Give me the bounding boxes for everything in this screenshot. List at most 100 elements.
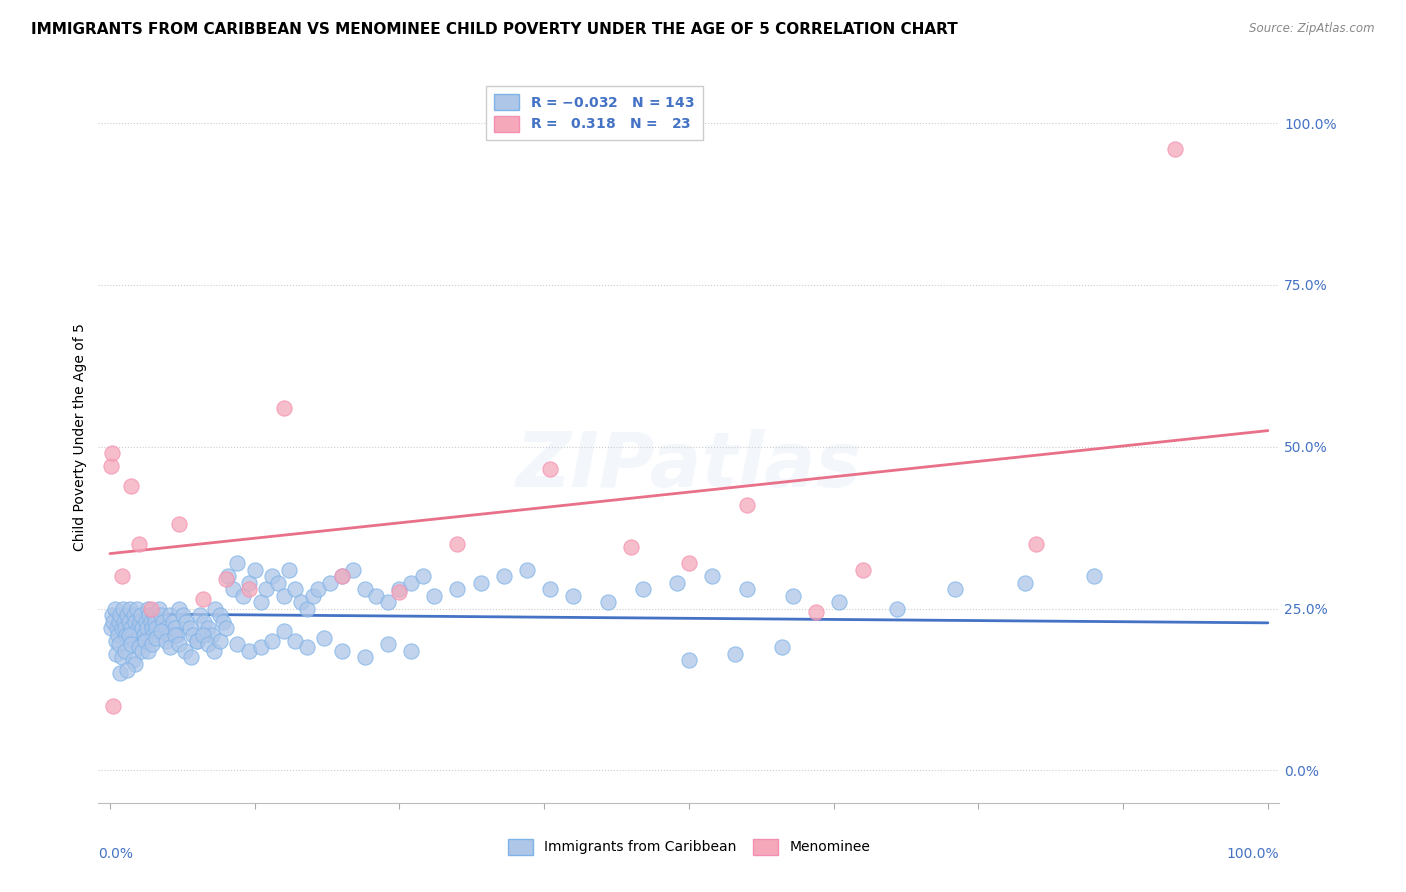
Point — [295, 640, 318, 655]
Point — [243, 563, 266, 577]
Point — [142, 627, 165, 641]
Point — [176, 615, 198, 629]
Point — [254, 582, 277, 597]
Point — [284, 634, 307, 648]
Point — [108, 615, 131, 629]
Point — [262, 634, 284, 648]
Point — [596, 595, 619, 609]
Point — [278, 563, 301, 577]
Point — [131, 621, 153, 635]
Point — [111, 601, 134, 615]
Point — [307, 582, 329, 597]
Point — [538, 462, 561, 476]
Point — [156, 627, 179, 641]
Point — [273, 624, 295, 639]
Point — [122, 653, 145, 667]
Point — [124, 608, 146, 623]
Point — [163, 621, 186, 635]
Point — [122, 634, 145, 648]
Point — [678, 653, 700, 667]
Point — [159, 640, 181, 655]
Point — [104, 647, 127, 661]
Point — [188, 608, 211, 623]
Point — [110, 666, 132, 681]
Point — [186, 634, 208, 648]
Point — [117, 608, 139, 623]
Point — [101, 446, 124, 460]
Point — [166, 627, 188, 641]
Point — [149, 624, 172, 639]
Point — [129, 615, 152, 629]
Point — [134, 634, 156, 648]
Point — [197, 621, 219, 635]
Point — [446, 537, 468, 551]
Point — [110, 650, 132, 665]
Point — [284, 582, 307, 597]
Point — [1014, 575, 1036, 590]
Point — [666, 575, 689, 590]
Point — [110, 608, 132, 623]
Point — [1025, 537, 1047, 551]
Point — [226, 557, 249, 571]
Point — [128, 640, 150, 655]
Point — [135, 615, 157, 629]
Point — [100, 621, 122, 635]
Point — [782, 589, 804, 603]
Point — [162, 615, 184, 629]
Point — [112, 615, 135, 629]
Text: Source: ZipAtlas.com: Source: ZipAtlas.com — [1250, 22, 1375, 36]
Point — [191, 627, 214, 641]
Point — [238, 582, 260, 597]
Point — [125, 601, 148, 615]
Point — [141, 637, 163, 651]
Point — [141, 621, 163, 635]
Point — [295, 601, 318, 615]
Point — [120, 637, 142, 651]
Point — [353, 582, 375, 597]
Point — [377, 637, 399, 651]
Point — [169, 637, 191, 651]
Point — [423, 589, 446, 603]
Text: 100.0%: 100.0% — [1227, 847, 1279, 861]
Point — [180, 650, 202, 665]
Point — [330, 569, 353, 583]
Point — [121, 627, 143, 641]
Point — [143, 615, 166, 629]
Point — [127, 621, 149, 635]
Point — [724, 647, 747, 661]
Point — [330, 569, 353, 583]
Point — [132, 627, 155, 641]
Text: IMMIGRANTS FROM CARIBBEAN VS MENOMINEE CHILD POVERTY UNDER THE AGE OF 5 CORRELAT: IMMIGRANTS FROM CARIBBEAN VS MENOMINEE C… — [31, 22, 957, 37]
Point — [103, 698, 125, 713]
Point — [217, 569, 239, 583]
Point — [118, 601, 141, 615]
Point — [314, 631, 336, 645]
Point — [201, 627, 224, 641]
Point — [353, 650, 375, 665]
Point — [186, 634, 208, 648]
Point — [145, 631, 167, 645]
Point — [412, 569, 434, 583]
Point — [174, 643, 197, 657]
Point — [208, 634, 231, 648]
Point — [388, 585, 411, 599]
Point — [129, 608, 152, 623]
Point — [131, 643, 153, 657]
Point — [155, 634, 177, 648]
Point — [136, 621, 159, 635]
Point — [117, 615, 139, 629]
Point — [128, 537, 150, 551]
Point — [215, 573, 238, 587]
Point — [155, 621, 177, 635]
Point — [202, 643, 225, 657]
Point — [631, 582, 654, 597]
Point — [886, 601, 908, 615]
Point — [232, 589, 254, 603]
Point — [273, 401, 295, 415]
Point — [128, 627, 150, 641]
Point — [120, 621, 142, 635]
Point — [700, 569, 723, 583]
Point — [399, 643, 422, 657]
Point — [105, 621, 128, 635]
Point — [342, 563, 364, 577]
